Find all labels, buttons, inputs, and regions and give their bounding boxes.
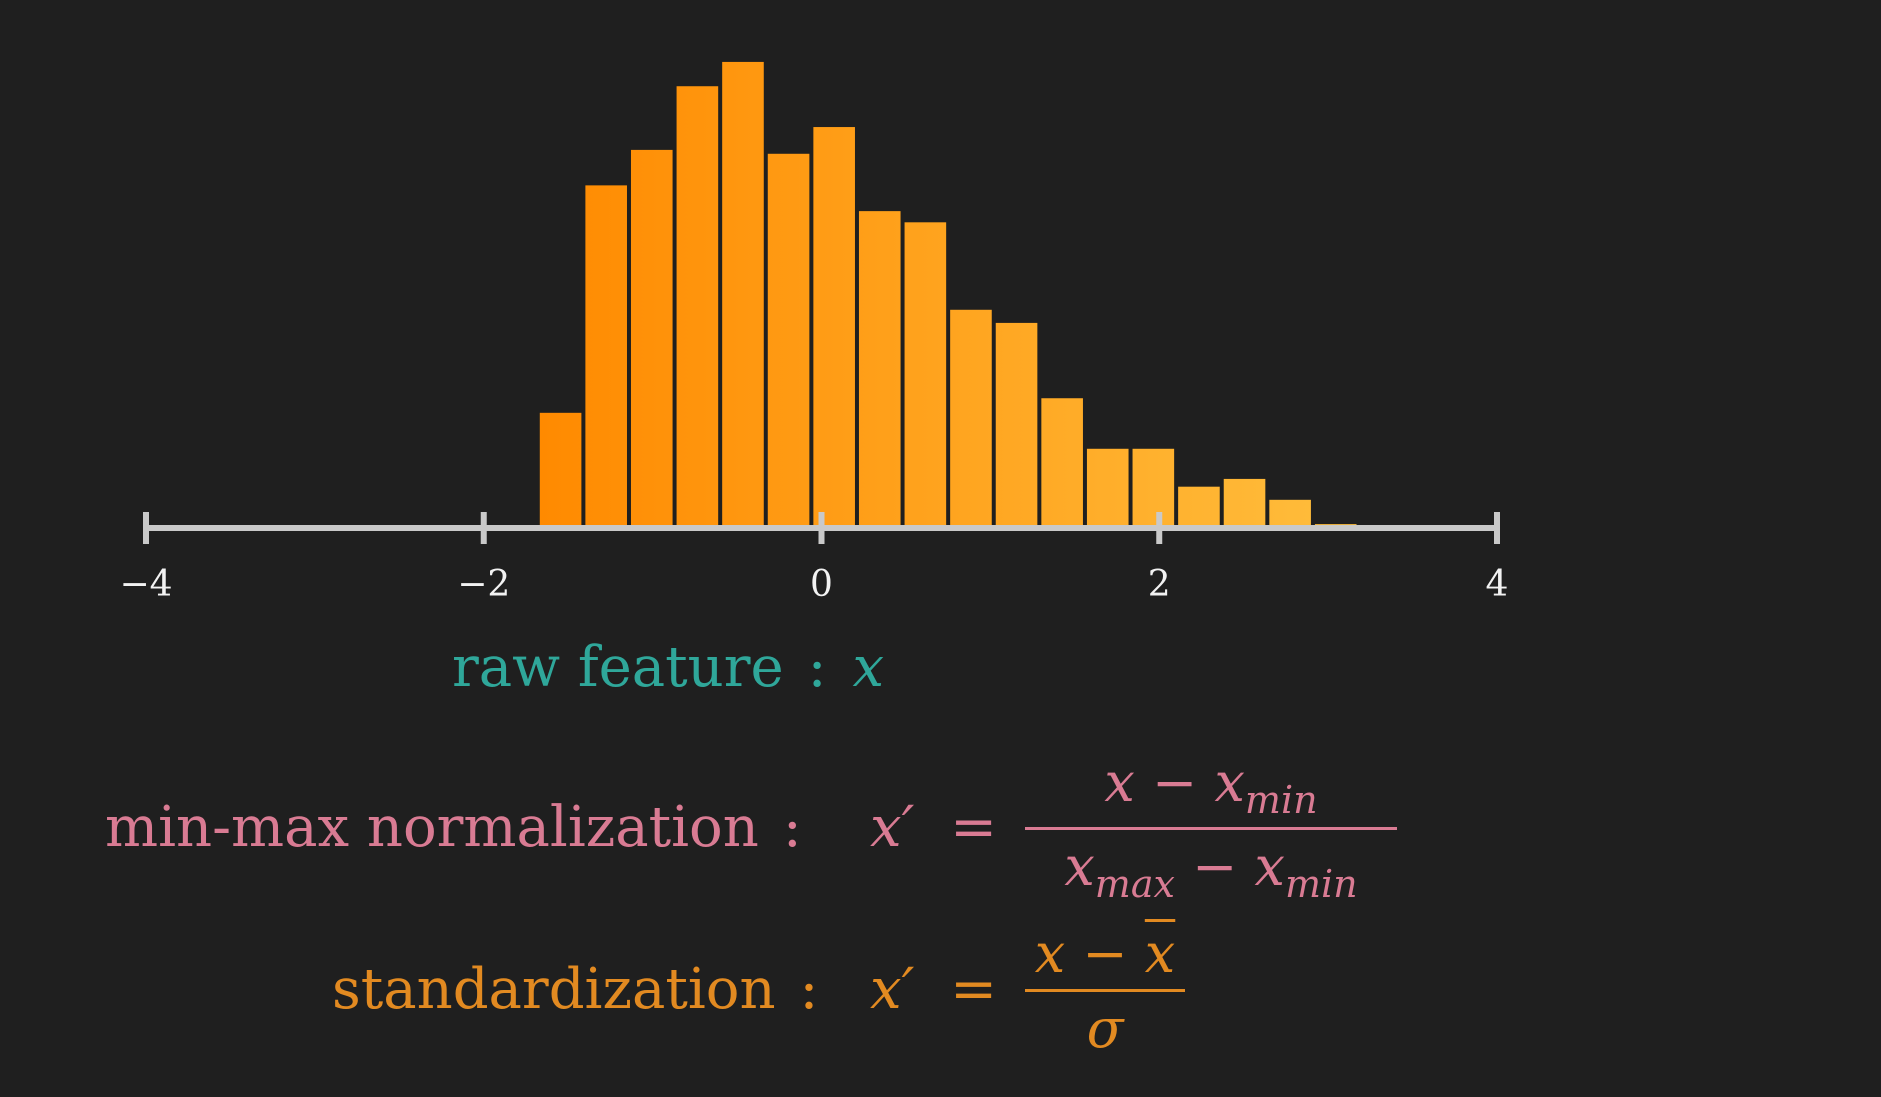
minmax-normalization-label: min-max normalization: [105,800,828,856]
minmax-num-op: − [1152,751,1198,814]
x-axis-ticks [143,512,1500,544]
histogram-bar [1178,486,1220,528]
minmax-num-var: x [1104,751,1135,814]
minmax-fraction: x − xmin xmax − xmin [1025,756,1397,903]
minmax-lhs: x′ = [870,800,997,856]
minmax-fraction-bar [1025,827,1397,830]
minmax-text: min-max normalization [105,795,759,860]
histogram-bar [995,322,1038,528]
standardization-num-var: x [1034,922,1066,985]
x-axis-tick-label: 2 [1148,564,1171,605]
minmax-den-sub1: max [1094,862,1175,906]
standardization-lhs-symbol: x′ [870,957,915,1022]
histogram-bar [539,412,582,528]
minmax-den-sub2: min [1284,862,1358,906]
histogram-bar [1132,448,1175,528]
standardization-num-op: − [1082,922,1128,985]
minmax-den-op: − [1192,835,1238,898]
histogram-bar [630,149,673,528]
x-axis-tick-labels: −4 −2 0 2 4 [119,564,1508,605]
raw-feature-symbol: x [852,635,885,700]
minmax-equals: = [950,795,998,860]
minmax-num-subvar: x [1214,751,1245,814]
x-axis-tick-label: 0 [810,564,833,605]
minmax-colon: : [782,795,802,860]
raw-feature-colon: : [807,635,827,700]
standardization-numerator: x − x [1025,927,1185,981]
histogram-bar [767,153,810,528]
raw-feature-text: raw feature [452,635,784,700]
histogram-bar [904,222,947,528]
histogram-bar [676,86,719,528]
standardization-fraction-bar [1025,989,1185,992]
standardization-text: standardization [332,957,776,1022]
standardization-mean: x [1144,922,1176,985]
histogram-bar [1223,478,1266,528]
minmax-numerator: x − xmin [1025,756,1397,822]
raw-feature-label: raw feature: x [452,640,884,696]
standardization-fraction: x − x σ [1025,927,1185,1056]
standardization-label: standardization: [332,962,844,1018]
standardization-denominator: σ [1086,997,1124,1060]
standardization-equals: = [950,957,998,1022]
minmax-num-sub: min [1244,778,1318,822]
histogram-bar [1041,398,1083,528]
histogram-bar [1269,499,1311,528]
standardization-colon: : [799,957,819,1022]
minmax-lhs-symbol: x′ [870,795,915,860]
x-axis-tick-label: −2 [457,564,510,605]
x-axis-tick-label: 4 [1486,564,1509,605]
histogram-bar [950,309,992,528]
histogram-bar [1086,448,1129,528]
histogram-bars [539,61,1357,529]
histogram-bar [813,127,855,529]
minmax-denominator: xmax − xmin [1025,840,1397,906]
histogram-bar [858,211,901,529]
histogram-bar [585,185,627,528]
x-axis-tick-label: −4 [119,564,172,605]
standardization-lhs: x′ = [870,962,997,1018]
minmax-den-var1: x [1064,835,1095,898]
histogram-bar [722,61,764,529]
minmax-den-var2: x [1254,835,1285,898]
